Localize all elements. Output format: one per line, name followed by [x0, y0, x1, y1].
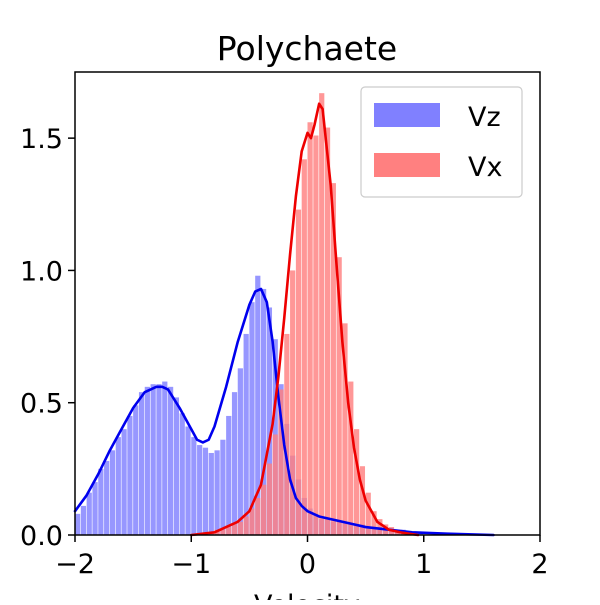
chart-title: Polychaete [217, 29, 397, 68]
x-axis: −2 −1 0 1 2 [55, 535, 549, 580]
y-tick-label: 0.5 [20, 389, 63, 420]
legend-label-vz: Vz [468, 102, 501, 133]
histogram-bar-vz [231, 392, 238, 535]
x-tick-label: −2 [55, 549, 95, 580]
histogram-bar-vx [266, 463, 273, 535]
y-axis: 0.0 0.5 1.0 1.5 [20, 124, 75, 552]
histogram-bar-vx [301, 159, 307, 535]
histogram-bar-vz [133, 405, 139, 535]
histogram-bar-vz [197, 445, 203, 535]
histogram-bar-vx [295, 209, 302, 535]
histogram-bar-vz [115, 437, 121, 535]
density-line-vz [73, 287, 495, 537]
histogram-bar-vz [80, 505, 87, 535]
histogram-bar-vx [284, 333, 290, 535]
histogram-bar-vx [359, 466, 366, 535]
histogram-bar-vz [185, 426, 191, 535]
x-tick-label: 2 [531, 549, 548, 580]
histogram-bar-vz [255, 275, 261, 535]
histogram-bar-vz [214, 450, 220, 535]
histogram-bar-vz [168, 386, 174, 535]
histogram-bar-vz [220, 439, 226, 535]
histogram-bar-vz [86, 492, 92, 535]
histogram-bar-vz [173, 397, 180, 535]
histogram-bar-vx [272, 434, 278, 535]
histogram-bar-vx [342, 323, 348, 535]
histogram-bar-vz [243, 333, 249, 535]
bars-layer [75, 93, 424, 536]
histogram-bar-vz [109, 450, 116, 535]
y-tick-label: 1.0 [20, 256, 63, 287]
histogram-bar-vx [220, 529, 226, 535]
histogram-bar-vx [371, 511, 377, 535]
x-tick-label: −1 [171, 549, 211, 580]
histogram-bar-vx [249, 508, 255, 535]
histogram-bar-vx [319, 93, 325, 536]
histogram-bar-vz [237, 368, 243, 535]
x-tick-label: 0 [299, 549, 316, 580]
histogram-bar-vz [266, 307, 273, 535]
histogram-bar-vx [354, 429, 360, 535]
histogram-bar-vx [237, 521, 243, 535]
histogram-bar-vx [336, 257, 342, 535]
histogram-bar-vx [307, 122, 313, 536]
histogram-bar-vz [162, 381, 168, 535]
histogram-bar-vx [324, 127, 331, 535]
legend-swatch-vz [374, 103, 440, 127]
histogram-bar-vx [348, 381, 354, 535]
histogram-bar-vx [365, 492, 371, 535]
histogram-bar-vx [377, 519, 383, 535]
x-axis-label: Velocity [254, 590, 360, 600]
histogram-bar-vz [261, 288, 267, 535]
histogram-bar-vz [191, 437, 197, 535]
histogram-bar-vz [144, 386, 150, 535]
histogram-bar-vx [261, 484, 267, 535]
histogram-bar-vz [150, 384, 156, 535]
y-tick-label: 0.0 [20, 521, 63, 552]
histogram-bar-vx [243, 516, 249, 535]
histogram-bar-vz [104, 460, 110, 535]
histogram-bar-vz [138, 392, 145, 535]
histogram-bar-vx [330, 183, 336, 535]
histogram-bar-vz [98, 468, 104, 535]
histogram-bar-vz [121, 429, 127, 535]
histogram-bar-vx [255, 497, 261, 535]
legend: Vz Vx [360, 86, 523, 198]
histogram-bar-vx [231, 524, 238, 535]
histogram-bar-vz [75, 513, 81, 535]
legend-label-vx: Vx [468, 152, 502, 183]
histogram-bar-vx [313, 135, 319, 535]
histogram-bar-vz [179, 413, 185, 535]
histogram-bar-vx [278, 389, 284, 535]
histogram-bar-vz [127, 415, 133, 535]
y-tick-label: 1.5 [20, 124, 63, 155]
histogram-bar-vz [226, 415, 232, 535]
histogram-bar-vz [92, 482, 98, 535]
histogram-bar-vz [249, 302, 255, 535]
histogram-bar-vx [290, 270, 296, 535]
histogram-bar-vx [226, 527, 232, 535]
x-tick-label: 1 [415, 549, 432, 580]
histogram-bar-vz [208, 452, 214, 535]
density-lines-layer [73, 102, 495, 537]
density-line-vx [189, 102, 420, 537]
histogram-bar-vz [156, 384, 162, 535]
legend-swatch-vx [374, 153, 440, 177]
histogram-bar-vz [202, 447, 209, 535]
